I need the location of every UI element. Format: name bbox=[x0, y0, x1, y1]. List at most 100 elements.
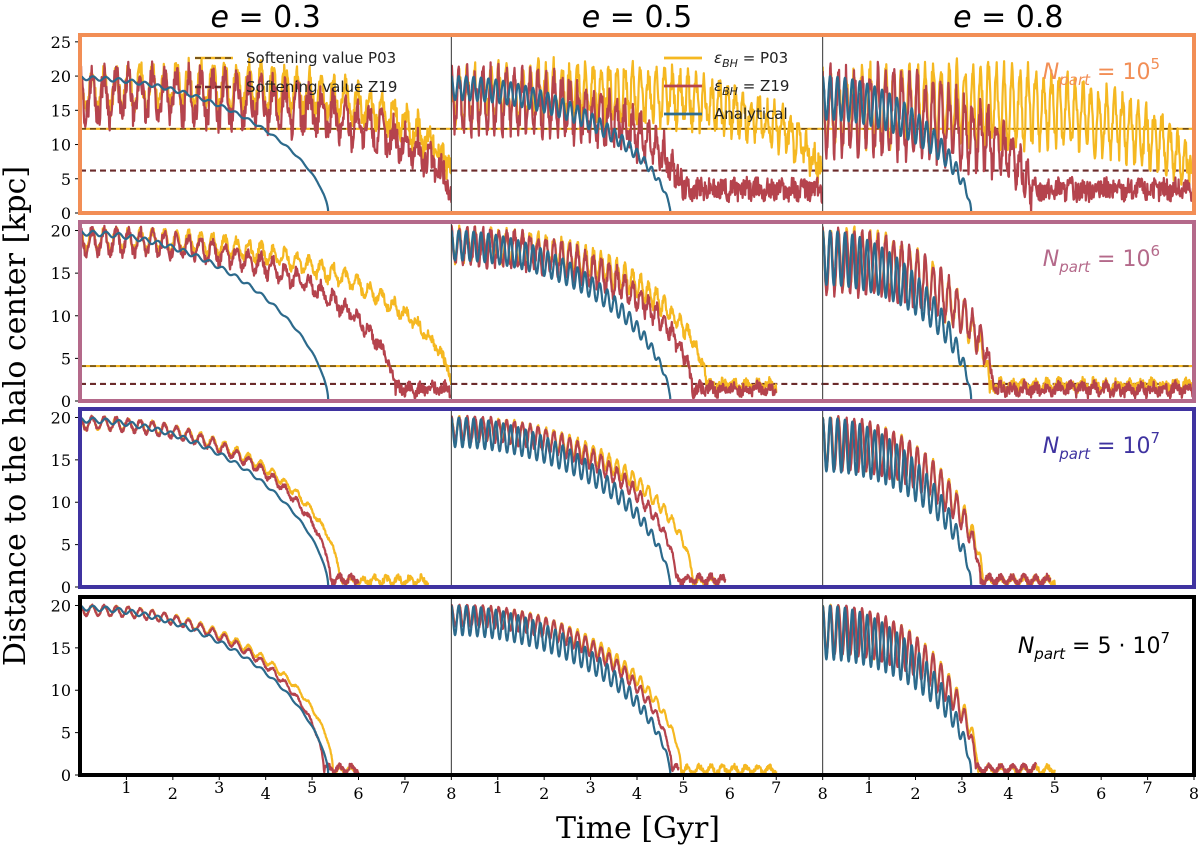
y-tick-label: 5 bbox=[61, 724, 71, 743]
series-analytical-line bbox=[822, 604, 973, 775]
npart-label: Npart = 5 · 107 bbox=[1018, 629, 1170, 663]
row-frame bbox=[78, 33, 1196, 215]
y-tick-label: 15 bbox=[51, 264, 71, 283]
npart-label: Npart = 107 bbox=[1043, 429, 1160, 463]
legend-label: εBH = P03 bbox=[714, 49, 788, 70]
column-title-0.3: e = 0.3 bbox=[210, 0, 320, 35]
y-tick-label: 0 bbox=[61, 204, 71, 223]
x-axis-title: Time [Gyr] bbox=[556, 811, 720, 846]
x-tick-label: 3 bbox=[214, 778, 224, 797]
x-tick-label: 7 bbox=[1142, 778, 1152, 797]
y-tick-label: 20 bbox=[51, 408, 71, 427]
panel-r3-c2 bbox=[451, 414, 727, 587]
y-tick-label: 10 bbox=[51, 136, 71, 155]
y-tick-label: 5 bbox=[61, 349, 71, 368]
y-tick-label: 0 bbox=[61, 392, 71, 411]
x-tick-label: 2 bbox=[910, 784, 920, 803]
series-analytical-line bbox=[80, 416, 330, 587]
npart-label: Npart = 105 bbox=[1043, 55, 1160, 89]
row-frame bbox=[78, 220, 1196, 403]
row-frame bbox=[78, 407, 1196, 589]
series-analytical-line bbox=[822, 416, 973, 587]
x-tick-label: 6 bbox=[725, 784, 735, 803]
row-1: 0 5 10 15 20 25 Npart = 105 bbox=[51, 33, 1196, 223]
row-frame bbox=[78, 595, 1196, 777]
series-analytical-line bbox=[451, 604, 672, 775]
x-tick-label: 2 bbox=[539, 784, 549, 803]
y-tick-label: 25 bbox=[51, 33, 71, 52]
y-tick-label: 5 bbox=[61, 170, 71, 189]
legend-softening: Softening value P03 Softening value Z19 bbox=[195, 49, 397, 96]
series-p03-line bbox=[80, 604, 360, 775]
x-tick-label: 1 bbox=[864, 778, 874, 797]
series-analytical-line bbox=[451, 229, 672, 401]
x-tick-label: 4 bbox=[1003, 784, 1013, 803]
y-tick-label: 20 bbox=[51, 222, 71, 241]
panel-r4-c3 bbox=[822, 603, 1056, 775]
x-tick-label: 4 bbox=[632, 784, 642, 803]
x-tick-label: 7 bbox=[771, 778, 781, 797]
panel-r1-c2 bbox=[451, 56, 823, 213]
x-tick-label: 3 bbox=[585, 778, 595, 797]
panel-r2-c2 bbox=[451, 224, 823, 401]
x-tick-label: 1 bbox=[121, 778, 131, 797]
y-tick-label: 0 bbox=[61, 766, 71, 785]
x-tick-label: 4 bbox=[261, 784, 271, 803]
legend-label: Softening value P03 bbox=[246, 49, 396, 67]
series-z19-line bbox=[80, 414, 360, 587]
x-tick-label: 7 bbox=[400, 778, 410, 797]
series-analytical-line bbox=[451, 75, 672, 213]
y-tick-label: 15 bbox=[51, 639, 71, 658]
y-tick-label: 15 bbox=[51, 101, 71, 120]
panel-r3-c3 bbox=[822, 415, 1056, 587]
row-2: 0 5 10 15 20 Npart = 106 bbox=[51, 220, 1196, 411]
series-z19-line bbox=[451, 414, 727, 587]
series-analytical-line bbox=[822, 75, 973, 213]
series-p03-line bbox=[80, 56, 452, 181]
series-analytical-line bbox=[80, 75, 330, 213]
x-tick-label: 5 bbox=[1050, 778, 1060, 797]
x-tick-label: 8 bbox=[818, 784, 828, 803]
x-tick-label: 8 bbox=[446, 784, 456, 803]
row-3: 0 5 10 15 20 Npart = 107 bbox=[51, 407, 1196, 597]
y-tick-label: 15 bbox=[51, 451, 71, 470]
series-z19-line bbox=[80, 224, 452, 400]
labels-layer: Time [Gyr] Distance to the halo center [… bbox=[0, 166, 720, 846]
series-analytical-line bbox=[80, 229, 330, 401]
x-tick-label: 2 bbox=[168, 784, 178, 803]
row-4: 1 2 3 4 5 6 7 8 1 2 3 4 5 6 7 8 1 2 3 4 5 6 7 8 0 5 10 15 20 Npart = … bbox=[51, 595, 1199, 803]
y-tick-label: 20 bbox=[51, 596, 71, 615]
series-z19-line bbox=[822, 60, 1195, 213]
series-z19-line bbox=[451, 61, 823, 204]
legend-label: Softening value Z19 bbox=[246, 78, 397, 96]
panel-r4-c2 bbox=[451, 603, 778, 775]
series-z19-line bbox=[80, 603, 360, 775]
series-z19-line bbox=[822, 226, 1195, 400]
panel-r2-c3 bbox=[822, 225, 1195, 401]
x-tick-label: 6 bbox=[353, 784, 363, 803]
series-z19-line bbox=[451, 224, 778, 400]
x-tick-label: 5 bbox=[678, 778, 688, 797]
series-analytical-line bbox=[451, 416, 672, 587]
panel-r2-c1 bbox=[80, 224, 452, 401]
npart-label: Npart = 106 bbox=[1043, 242, 1160, 276]
series-analytical-line bbox=[822, 229, 973, 401]
series-z19-line bbox=[80, 60, 452, 203]
x-tick-label: 6 bbox=[1096, 784, 1106, 803]
x-tick-label: 8 bbox=[1189, 784, 1199, 803]
panel-r4-c1 bbox=[80, 603, 360, 775]
column-title-0.5: e = 0.5 bbox=[582, 0, 692, 35]
legend-lines: εBH = P03 εBH = Z19 Analytical bbox=[664, 49, 789, 123]
legend-label: Analytical bbox=[714, 105, 788, 123]
x-tick-label: 5 bbox=[307, 778, 317, 797]
y-tick-label: 10 bbox=[51, 493, 71, 512]
panel-r3-c1 bbox=[80, 414, 430, 587]
panel-r1-c1 bbox=[80, 56, 452, 213]
y-tick-label: 5 bbox=[61, 536, 71, 555]
column-title-0.8: e = 0.8 bbox=[953, 0, 1063, 35]
y-tick-label: 10 bbox=[51, 681, 71, 700]
y-axis-title: Distance to the halo center [kpc] bbox=[0, 166, 33, 666]
series-p03-line bbox=[80, 415, 430, 587]
